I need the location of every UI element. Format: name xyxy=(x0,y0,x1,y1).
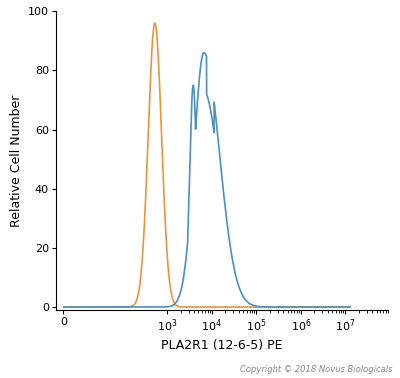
X-axis label: PLA2R1 (12-6-5) PE: PLA2R1 (12-6-5) PE xyxy=(161,339,283,352)
Y-axis label: Relative Cell Number: Relative Cell Number xyxy=(10,94,22,227)
Text: Copyright © 2018 Novus Biologicals: Copyright © 2018 Novus Biologicals xyxy=(240,365,392,374)
